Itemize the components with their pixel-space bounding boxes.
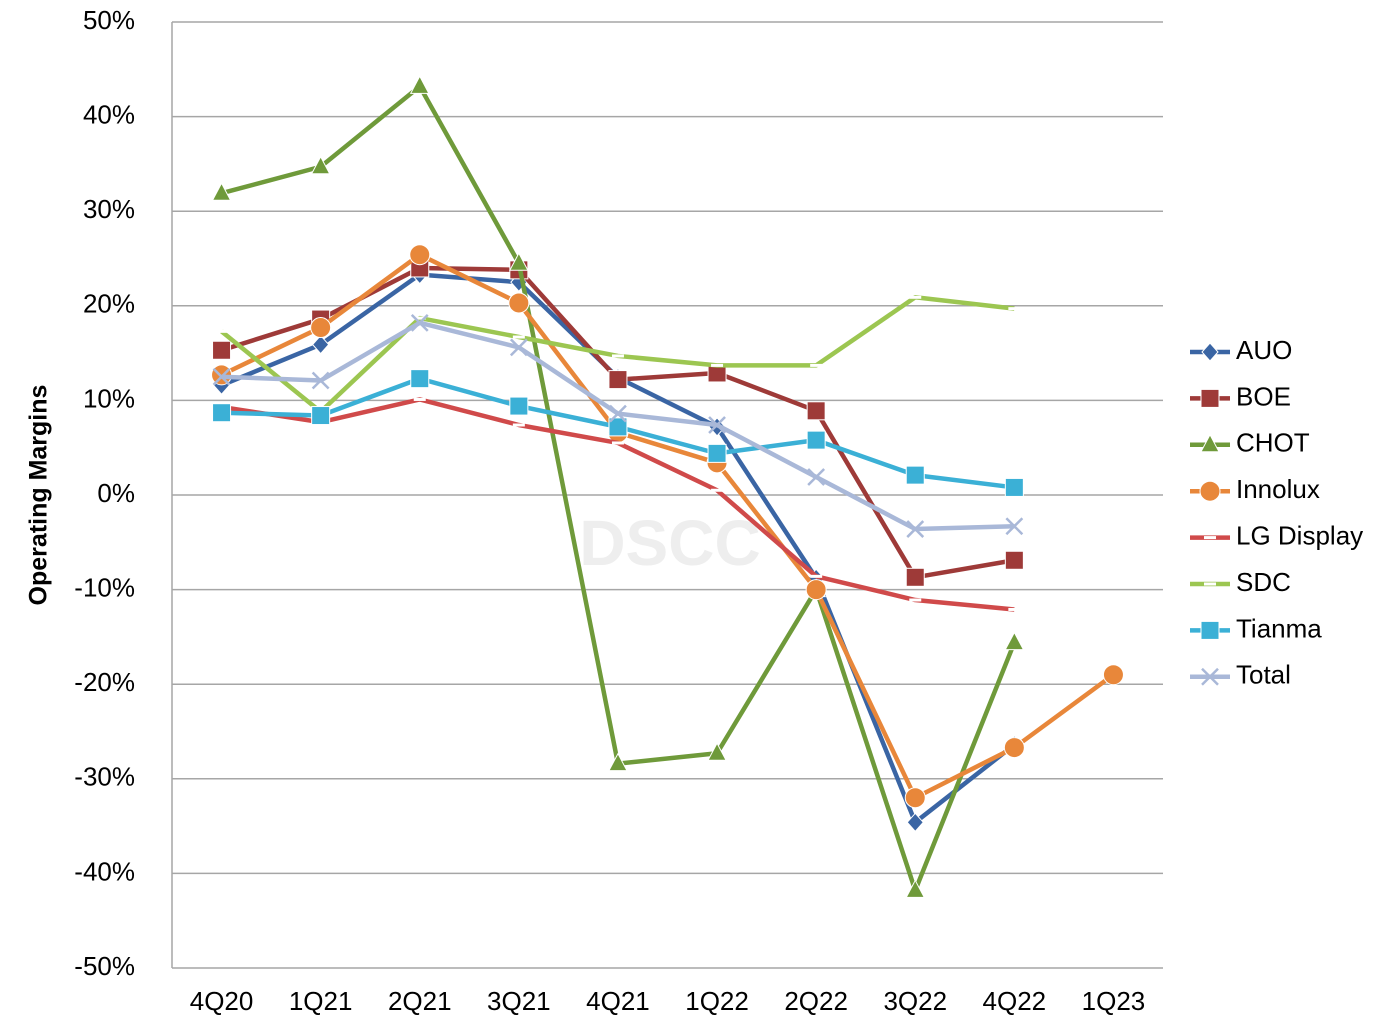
marker	[211, 182, 232, 201]
legend-label: LG Display	[1236, 520, 1363, 550]
watermark: DSCC	[579, 507, 760, 579]
legend-label: CHOT	[1236, 428, 1310, 458]
x-tick-label: 1Q22	[685, 986, 749, 1016]
marker	[708, 416, 726, 434]
marker	[609, 404, 627, 423]
x-tick-label: 2Q22	[784, 986, 848, 1016]
marker	[212, 367, 231, 386]
marker	[509, 396, 529, 416]
y-tick-label: -40%	[74, 856, 135, 886]
series	[211, 75, 1025, 898]
legend-marker	[1201, 667, 1219, 686]
legend-label: SDC	[1236, 567, 1291, 597]
y-tick-label: -20%	[74, 667, 135, 697]
series	[212, 313, 1024, 538]
x-tick-label: 3Q22	[883, 986, 947, 1016]
marker	[707, 742, 727, 761]
marker	[410, 369, 430, 389]
marker	[906, 520, 925, 538]
legend-marker	[1200, 433, 1220, 453]
marker	[409, 244, 431, 266]
y-tick-label: 50%	[83, 5, 135, 35]
y-tick-label: 0%	[97, 478, 135, 508]
marker	[608, 370, 628, 390]
legend-label: AUO	[1236, 335, 1292, 365]
x-tick-label: 4Q22	[983, 986, 1047, 1016]
legend-marker	[1201, 342, 1219, 362]
marker	[1004, 477, 1024, 497]
marker	[905, 879, 926, 898]
marker	[1004, 550, 1024, 570]
marker	[310, 155, 331, 175]
x-tick-label: 4Q21	[586, 986, 650, 1016]
series	[212, 369, 1024, 497]
line	[220, 252, 1115, 800]
marker	[211, 364, 233, 386]
marker	[805, 579, 827, 601]
marker	[311, 371, 330, 390]
y-tick-label: -10%	[74, 572, 135, 602]
y-tick-label: -50%	[74, 951, 135, 981]
x-tick-label: 4Q20	[190, 986, 254, 1016]
marker	[212, 403, 232, 423]
marker	[806, 430, 826, 450]
marker	[905, 465, 925, 485]
marker	[906, 812, 924, 833]
marker	[212, 340, 232, 360]
x-tick-label: 1Q23	[1082, 986, 1146, 1016]
marker	[1003, 737, 1025, 759]
legend-label: Innolux	[1236, 474, 1320, 504]
marker	[311, 406, 331, 426]
marker	[807, 468, 826, 486]
marker	[904, 787, 926, 809]
legend-label: BOE	[1236, 381, 1291, 411]
y-tick-label: -30%	[74, 762, 135, 792]
y-axis-title: Operating Margins	[25, 385, 53, 606]
marker	[409, 75, 430, 94]
legend-marker	[1200, 388, 1220, 408]
marker	[1005, 517, 1024, 536]
marker	[508, 292, 530, 314]
marker	[509, 252, 529, 271]
y-tick-label: 20%	[83, 289, 135, 319]
marker	[608, 752, 628, 772]
legend-marker	[1199, 480, 1221, 502]
x-tick-label: 2Q21	[388, 986, 452, 1016]
marker	[311, 334, 330, 355]
legend-label: Tianma	[1236, 613, 1322, 643]
legend-marker	[1200, 620, 1220, 640]
marker	[410, 313, 429, 332]
x-tick-label: 3Q21	[487, 986, 551, 1016]
series	[215, 295, 1021, 415]
marker	[310, 317, 332, 339]
marker	[1102, 664, 1124, 686]
marker	[1004, 631, 1025, 651]
y-tick-label: 30%	[83, 194, 135, 224]
marker	[905, 567, 925, 587]
y-tick-label: 40%	[83, 99, 135, 129]
marker	[806, 401, 826, 421]
y-tick-label: 10%	[83, 383, 135, 413]
x-tick-label: 1Q21	[289, 986, 353, 1016]
legend-label: Total	[1236, 660, 1291, 690]
marker	[707, 443, 727, 463]
marker	[509, 338, 528, 357]
marker	[608, 417, 628, 437]
